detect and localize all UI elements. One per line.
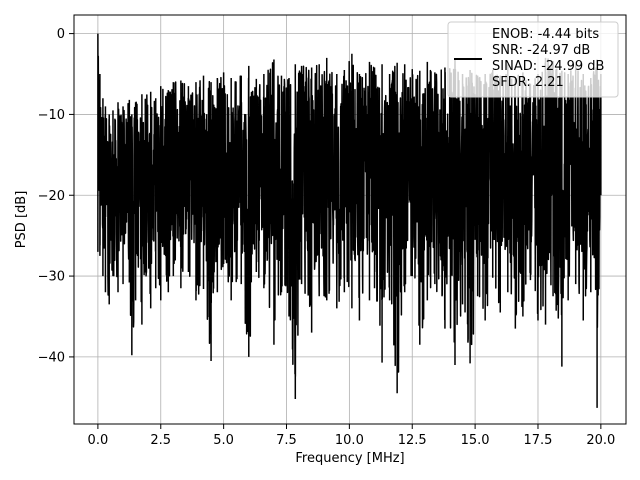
- y-tick-label: −10: [38, 108, 65, 123]
- y-tick-label: −20: [38, 189, 65, 204]
- legend-entry-sfdr: SFDR: 2.21: [492, 75, 564, 90]
- x-tick-label: 0.0: [88, 433, 109, 448]
- y-axis-ticks: 0 −10 −20 −30 −40: [38, 27, 74, 365]
- x-tick-label: 17.5: [524, 433, 553, 448]
- x-axis-ticks: 0.0 2.5 5.0 7.5 10.0 12.5 15.0 17.5 20.0: [88, 424, 615, 448]
- psd-trace-line: [97, 33, 602, 408]
- legend: ENOB: -4.44 bits SNR: -24.97 dB SINAD: -…: [447, 21, 619, 98]
- y-tick-label: −30: [38, 270, 65, 285]
- x-axis-label: Frequency [MHz]: [295, 451, 404, 466]
- y-tick-label: 0: [57, 27, 65, 42]
- x-tick-label: 7.5: [276, 433, 297, 448]
- legend-entry-enob: ENOB: -4.44 bits: [492, 27, 599, 42]
- x-tick-label: 2.5: [150, 433, 171, 448]
- x-tick-label: 10.0: [335, 433, 364, 448]
- y-tick-label: −40: [38, 350, 65, 365]
- legend-entry-sinad: SINAD: -24.99 dB: [492, 59, 604, 74]
- plot-frame: [73, 14, 627, 425]
- x-tick-label: 5.0: [213, 433, 234, 448]
- legend-box: [447, 21, 619, 98]
- x-tick-label: 12.5: [398, 433, 427, 448]
- x-tick-label: 15.0: [461, 433, 490, 448]
- legend-entry-snr: SNR: -24.97 dB: [492, 43, 590, 58]
- psd-trace: [97, 33, 602, 408]
- y-axis-label: PSD [dB]: [14, 191, 29, 249]
- x-tick-label: 20.0: [586, 433, 615, 448]
